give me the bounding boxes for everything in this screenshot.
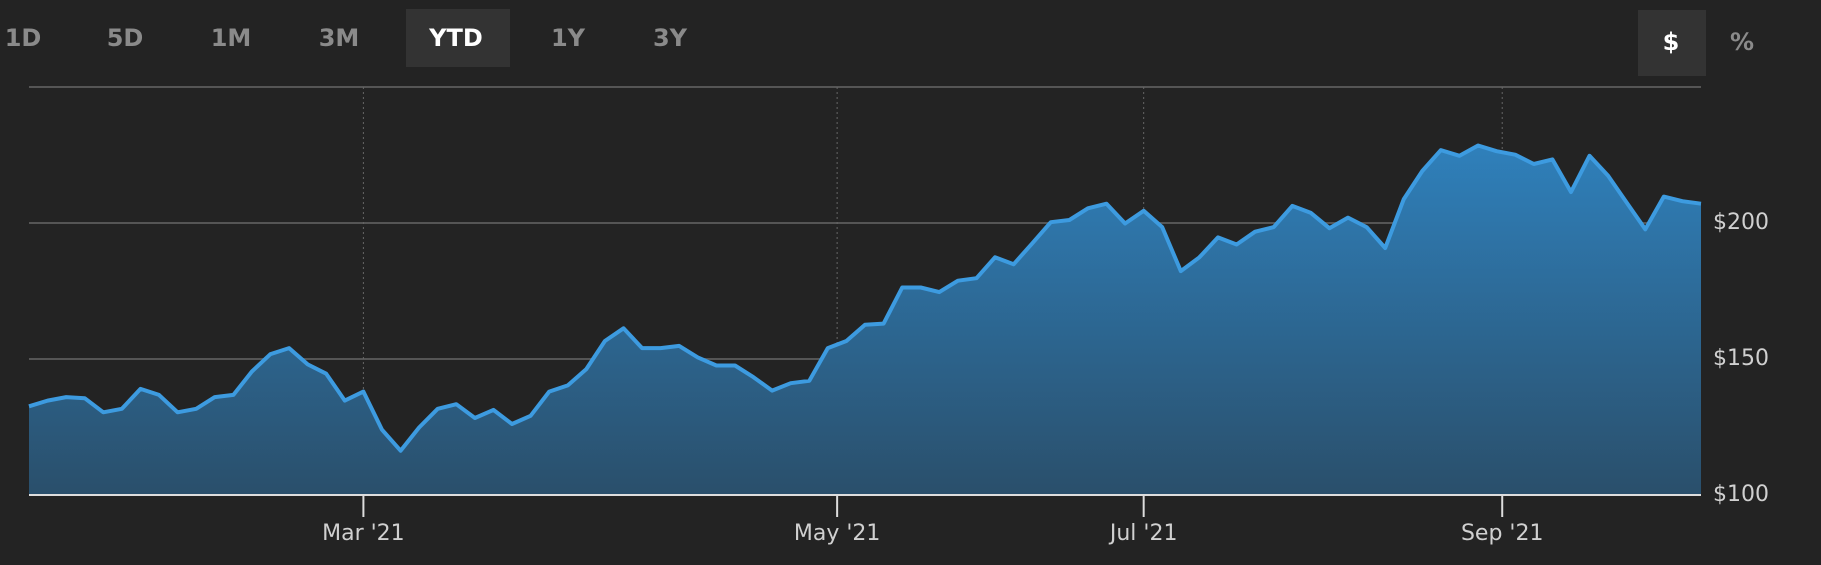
unit-button-bg [1638, 10, 1706, 76]
range-button[interactable]: 3Y [653, 24, 688, 52]
x-tick-label: May '21 [794, 521, 881, 546]
x-tick-label: Jul '21 [1108, 521, 1178, 546]
range-button[interactable]: 1Y [551, 24, 586, 52]
y-tick-label: $150 [1713, 346, 1769, 371]
price-line [28, 143, 1702, 453]
y-tick-label: $200 [1713, 210, 1769, 235]
y-tick-label: $100 [1713, 482, 1769, 507]
x-tick-label: Sep '21 [1461, 521, 1544, 546]
range-button[interactable]: 3M [319, 24, 360, 52]
area-fill [29, 145, 1701, 495]
range-button-bg [406, 9, 510, 67]
unit-button[interactable]: % [1730, 28, 1754, 56]
x-tick-label: Mar '21 [322, 521, 405, 546]
range-button[interactable]: 5D [107, 24, 144, 52]
unit-button[interactable]: $ [1663, 28, 1680, 56]
range-button[interactable]: YTD [428, 24, 483, 52]
range-button[interactable]: 1D [5, 24, 42, 52]
range-button[interactable]: 1M [211, 24, 252, 52]
